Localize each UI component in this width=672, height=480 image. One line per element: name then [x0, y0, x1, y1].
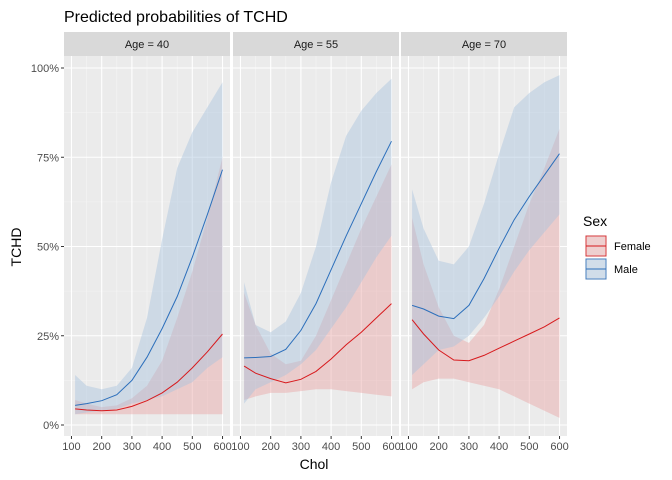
y-tick-label: 100%	[31, 63, 59, 75]
ci-ribbon-female	[75, 157, 223, 415]
legend-item-male: Male	[585, 258, 638, 280]
facet-strip	[64, 32, 230, 56]
x-axis-title: Chol	[300, 456, 329, 472]
y-tick-label: 25%	[37, 331, 59, 343]
panel-1: Age = 40 100 200 300 400 500 600	[62, 32, 232, 453]
facet-strip-label: Age = 70	[462, 39, 506, 51]
ci-ribbon-male	[412, 75, 560, 375]
series-line-male	[244, 140, 392, 359]
x-tick-label: 500	[183, 441, 201, 453]
x-tick-label: 300	[123, 441, 141, 453]
x-tick-label: 400	[153, 441, 171, 453]
ci-ribbon-male	[244, 78, 392, 404]
x-tick-label: 200	[430, 441, 448, 453]
x-tick-label: 200	[93, 441, 111, 453]
series-line-female	[243, 303, 392, 384]
panel-2: Age = 55 100 200 300 400 500 600	[231, 32, 401, 453]
series-line-male	[75, 169, 223, 406]
x-tick-label: 600	[213, 441, 231, 453]
x-tick-label: 600	[550, 441, 568, 453]
x-tick-label: 400	[322, 441, 340, 453]
x-tick-label: 100	[399, 441, 417, 453]
series-line-female	[75, 333, 223, 412]
ci-ribbon-female	[244, 164, 392, 400]
y-tick-label: 50%	[37, 242, 59, 254]
facet-strip	[233, 32, 399, 56]
chart-title: Predicted probabilities of TCHD	[64, 9, 288, 26]
x-tick-label: 100	[231, 441, 249, 453]
legend-item-female: Female	[585, 235, 651, 257]
facet-panels: Age = 40 100 200 300 400 500 600 Age = 55 100 200…	[62, 32, 569, 453]
y-tick-label: 0%	[43, 420, 59, 432]
facet-strip-label: Age = 40	[125, 39, 169, 51]
x-tick-label: 300	[292, 441, 310, 453]
y-axis: 0% 25% 50% 75% 100%	[31, 63, 64, 432]
x-tick-label: 400	[490, 441, 508, 453]
x-tick-label: 500	[520, 441, 538, 453]
series-line-male	[411, 153, 560, 320]
y-axis-title: TCHD	[8, 228, 24, 267]
panel-3: Age = 70 100 200 300 400 500 600	[399, 32, 569, 453]
ci-ribbon-female	[412, 128, 560, 418]
x-tick-label: 300	[460, 441, 478, 453]
legend: Sex Female Male	[583, 213, 651, 280]
legend-label: Male	[614, 264, 638, 276]
facet-strip	[401, 32, 567, 56]
y-tick-label: 75%	[37, 152, 59, 164]
x-tick-label: 100	[62, 441, 80, 453]
legend-label: Female	[614, 241, 651, 253]
x-tick-label: 200	[262, 441, 280, 453]
x-tick-label: 500	[352, 441, 370, 453]
x-tick-label: 600	[382, 441, 400, 453]
series-line-female	[411, 317, 560, 362]
facet-strip-label: Age = 55	[294, 39, 338, 51]
ci-ribbon-male	[75, 82, 223, 415]
legend-title: Sex	[583, 213, 607, 229]
